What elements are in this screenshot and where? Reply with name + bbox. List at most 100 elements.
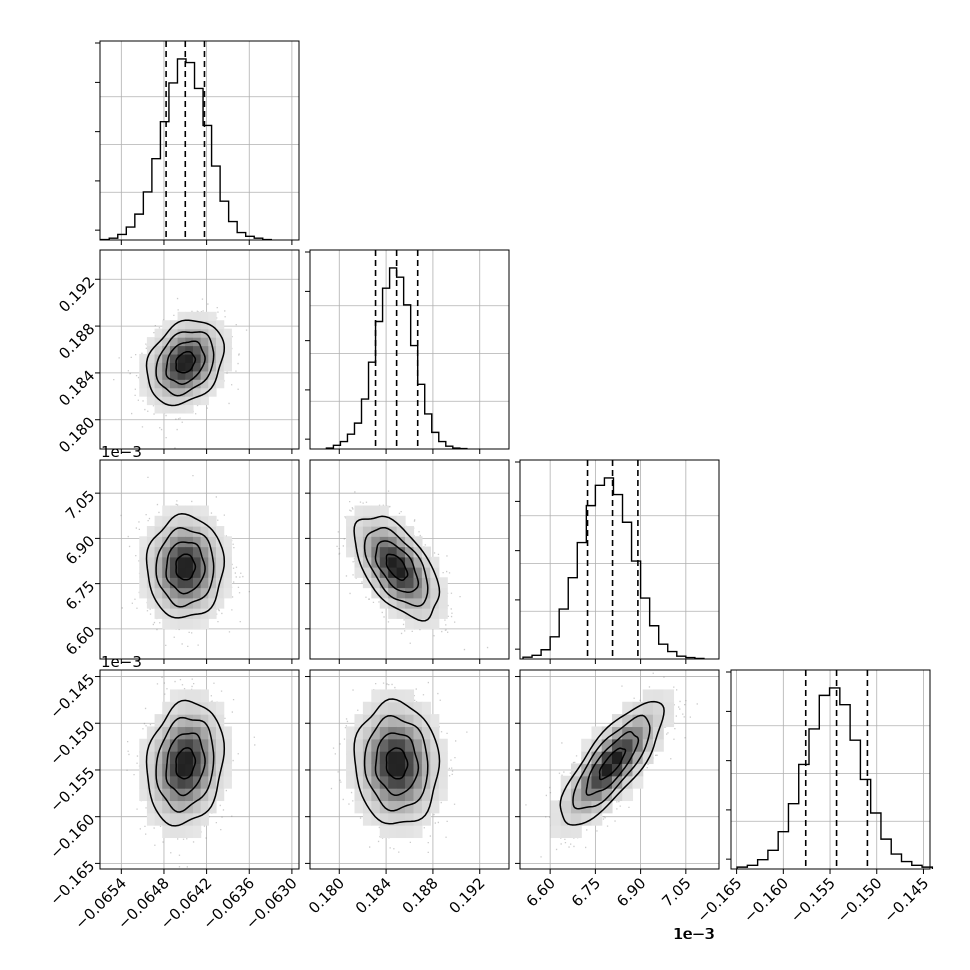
density-cell [632, 763, 644, 777]
contour-line [175, 747, 197, 780]
density-cell [421, 763, 431, 777]
density-cell [208, 587, 217, 599]
x-tick-label: 6.90 [613, 874, 649, 910]
density-cell [570, 788, 582, 802]
panel-frame [309, 249, 510, 450]
density-cell [346, 536, 356, 548]
density-cell [663, 714, 675, 728]
density-cell [192, 812, 202, 826]
density-cell [185, 689, 194, 703]
density-cell [162, 597, 171, 609]
panel-content [520, 670, 719, 869]
density-cell [200, 515, 209, 527]
density-cell [223, 362, 232, 372]
density-cell [208, 751, 217, 765]
density-cell [346, 751, 356, 765]
density-cell [396, 536, 406, 548]
density-cell [405, 812, 415, 826]
density-cell [169, 353, 179, 363]
density-cell [162, 556, 171, 568]
density-cell [177, 751, 186, 765]
density-cell [371, 536, 381, 548]
density-cell [396, 825, 406, 839]
density-cell [200, 800, 209, 814]
density-cell [223, 546, 232, 558]
density-cell [185, 556, 194, 568]
density-cell [215, 546, 225, 558]
density-cell [632, 751, 644, 765]
density-cell [177, 404, 186, 414]
density-cell [139, 379, 148, 389]
contour-line [155, 527, 215, 608]
density-cell [632, 701, 644, 715]
density-cell [421, 812, 431, 826]
density-cell [185, 788, 194, 802]
density-cell [192, 577, 202, 589]
density-cell [371, 775, 381, 789]
density-cell [354, 751, 364, 765]
panel-content [100, 250, 299, 449]
density-cell [208, 311, 217, 321]
density-cell [185, 311, 194, 321]
density-cell [169, 618, 179, 630]
density-cell [405, 567, 415, 578]
density-cell [611, 775, 623, 789]
density-cell [362, 775, 372, 789]
density-cell [169, 788, 179, 802]
density-cell [162, 379, 171, 389]
density-cell [371, 577, 381, 589]
density-cell [379, 788, 389, 802]
density-cell [591, 812, 603, 826]
density-cell [379, 775, 389, 789]
density-cell [379, 689, 389, 703]
density-cell [146, 587, 156, 599]
density-cell [413, 775, 423, 789]
density-cell [154, 387, 163, 397]
density-cell [388, 567, 398, 578]
density-cell [581, 738, 593, 752]
density-cell [139, 387, 148, 397]
density-cell [146, 763, 156, 777]
density-cell [413, 825, 423, 839]
density-cell [200, 714, 209, 728]
density-cell [139, 788, 148, 802]
contour-line [572, 714, 651, 810]
density-cell [154, 726, 163, 740]
panel-content [310, 670, 509, 869]
density-cell [192, 320, 202, 330]
density-cell [438, 597, 448, 609]
density-cell [388, 800, 398, 814]
density-cell [652, 689, 664, 703]
density-cell [208, 370, 217, 380]
density-cell [405, 618, 415, 630]
density-cell [192, 689, 202, 703]
density-cell [581, 812, 593, 826]
density-cell [162, 320, 171, 330]
density-cell [139, 546, 148, 558]
y-tick-label: 6.90 [62, 532, 98, 568]
density-cell [388, 812, 398, 826]
density-cell [396, 608, 406, 619]
density-cell [601, 763, 613, 777]
density-cell [601, 726, 613, 740]
density-cell [154, 536, 163, 548]
density-cell [396, 726, 406, 740]
density-cell [560, 788, 572, 802]
density-cell [413, 812, 423, 826]
density-cell [215, 328, 225, 338]
density-cell [396, 775, 406, 789]
density-cell [177, 556, 186, 568]
density-cell [146, 812, 156, 826]
density-cell [388, 515, 398, 527]
density-cell [354, 526, 364, 537]
density-cell [570, 800, 582, 814]
density-cell [611, 738, 623, 752]
density-cell [208, 515, 217, 527]
density-cell [632, 726, 644, 740]
contour-line [165, 340, 206, 385]
density-cell [223, 337, 232, 347]
density-cell [185, 536, 194, 548]
density-cell [162, 387, 171, 397]
x-tick-label: −0.155 [787, 874, 839, 926]
density-cell [192, 515, 202, 527]
